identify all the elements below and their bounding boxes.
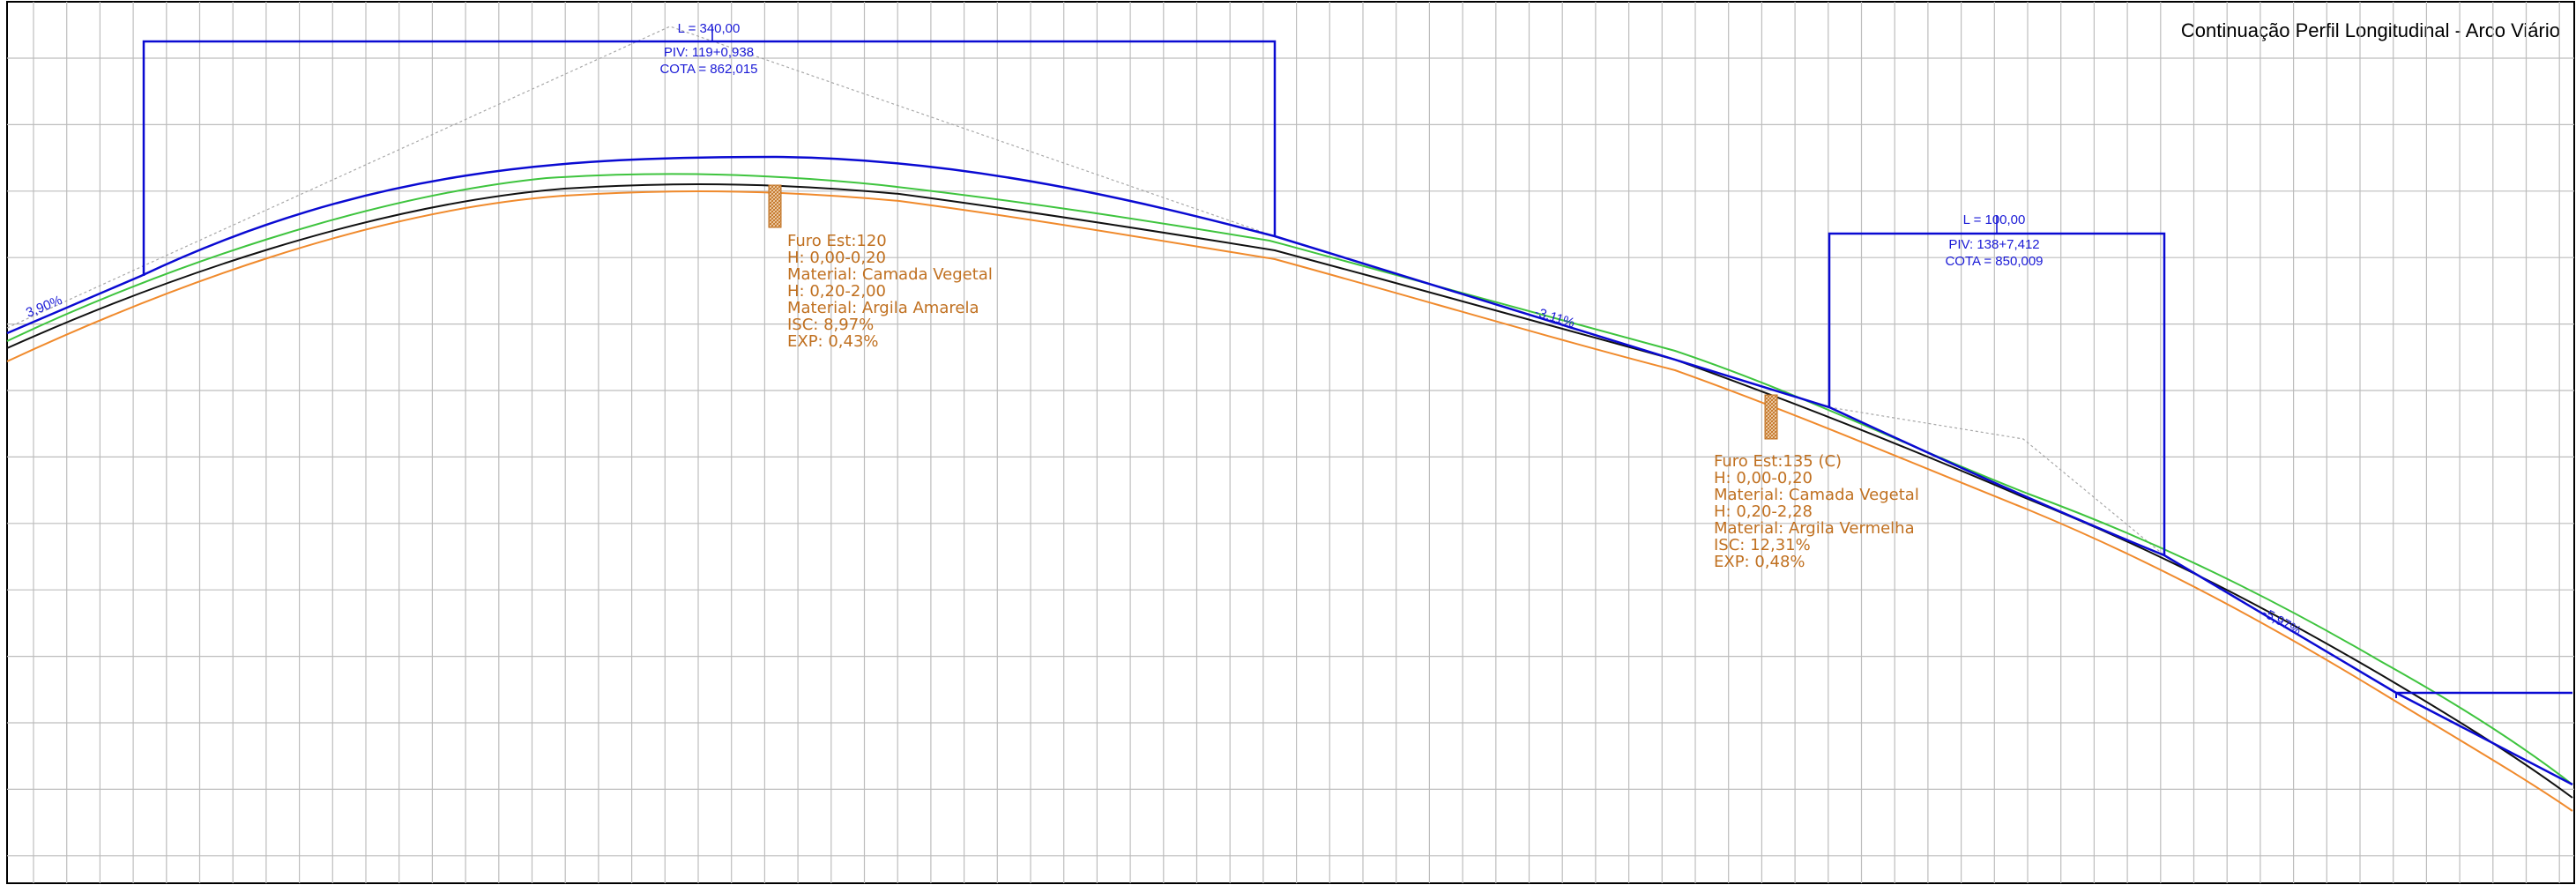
- terrain-line-green: [6, 173, 2573, 785]
- boring-1-column: [768, 184, 782, 228]
- boring-2-line-7: EXP: 0,48%: [1714, 553, 1805, 571]
- vertical-curve-1-cota: COTA = 862,015: [659, 62, 757, 77]
- boring-2-line-3: Material: Camada Vegetal: [1714, 486, 1919, 504]
- boring-2: Furo Est:135 (C) H: 0,00-0,20 Material: …: [1714, 394, 1919, 571]
- vertical-curve-2: L = 100,00 PIV: 138+7,412 COTA = 850,009: [1828, 212, 2166, 555]
- vertical-curve-1-length: L = 340,00: [678, 21, 741, 36]
- boring-2-line-4: H: 0,20-2,28: [1714, 502, 1813, 521]
- boring-2-line-1: Furo Est:135 (C): [1714, 452, 1842, 471]
- boring-2-column: [1764, 394, 1778, 440]
- tangent-line-2: [1828, 406, 2165, 556]
- vertical-curve-1-piv: PIV: 119+0,938: [664, 45, 754, 60]
- vertical-curve-2-length: L = 100,00: [1963, 212, 2026, 227]
- boring-1-line-1: Furo Est:120: [787, 232, 887, 250]
- vertical-curve-2-piv: PIV: 138+7,412: [1948, 237, 2039, 252]
- vertical-curve-1-box: [142, 40, 1277, 276]
- boring-2-line-5: Material: Argila Vermelha: [1714, 519, 1915, 538]
- drawing-frame: [6, 1, 2575, 884]
- vertical-curve-2-box: [1828, 232, 2166, 555]
- vertical-curve-1: L = 340,00 PIV: 119+0,938 COTA = 862,015: [142, 21, 1277, 276]
- grid: [7, 2, 2574, 883]
- boring-1: Furo Est:120 H: 0,00-0,20 Material: Cama…: [768, 184, 993, 351]
- boring-1-line-4: H: 0,20-2,00: [787, 282, 886, 301]
- vertical-curve-2-cota: COTA = 850,009: [1945, 254, 2043, 269]
- terrain-line-orange: [6, 190, 2573, 812]
- boring-2-line-6: ISC: 12,31%: [1714, 536, 1811, 554]
- terrain-line-black: [6, 183, 2573, 799]
- vertical-curve-line: [6, 155, 2573, 786]
- drawing-title: Continuação Perfil Longitudinal - Arco V…: [2180, 19, 2560, 41]
- boring-1-line-5: Material: Argila Amarela: [787, 299, 979, 317]
- boring-1-line-2: H: 0,00-0,20: [787, 249, 886, 267]
- tangent-line-1: [6, 26, 1276, 329]
- boring-2-line-2: H: 0,00-0,20: [1714, 469, 1813, 487]
- boring-1-line-3: Material: Camada Vegetal: [787, 265, 993, 284]
- boring-1-line-6: ISC: 8,97%: [787, 316, 874, 334]
- boring-1-line-7: EXP: 0,43%: [787, 332, 879, 351]
